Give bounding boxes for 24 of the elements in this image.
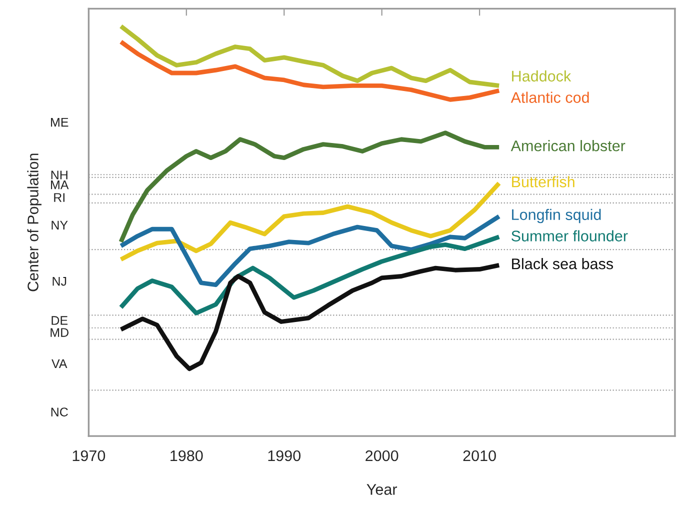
series-label: Haddock <box>512 70 572 82</box>
x-tick-label: 1970 <box>72 450 106 462</box>
text: NC <box>51 408 68 416</box>
x-axis-title: Year <box>366 484 398 495</box>
x-tick-label: 1980 <box>170 450 203 462</box>
text: ME <box>51 118 68 127</box>
text: NY <box>52 220 68 230</box>
x-tick-label: 2000 <box>366 450 398 462</box>
text: NJ <box>52 277 66 286</box>
x-tick-label: 1990 <box>268 450 301 462</box>
text: MD <box>50 328 68 337</box>
series-label: Summer flounder <box>512 230 628 242</box>
text: VA <box>52 359 68 368</box>
text: MA <box>51 180 69 190</box>
series-label: Black sea bass <box>512 258 614 270</box>
text: NH <box>51 170 68 180</box>
text: DE <box>52 316 68 325</box>
series-label: Longfin squid <box>512 208 601 224</box>
series-label: Butterfish <box>512 176 574 188</box>
x-tick-label: 2010 <box>463 450 496 462</box>
series-label: Atlantic cod <box>510 92 589 103</box>
text: RI <box>54 193 64 202</box>
y-axis-title: Center of Population <box>27 154 42 292</box>
series-label: American lobster <box>510 140 626 152</box>
